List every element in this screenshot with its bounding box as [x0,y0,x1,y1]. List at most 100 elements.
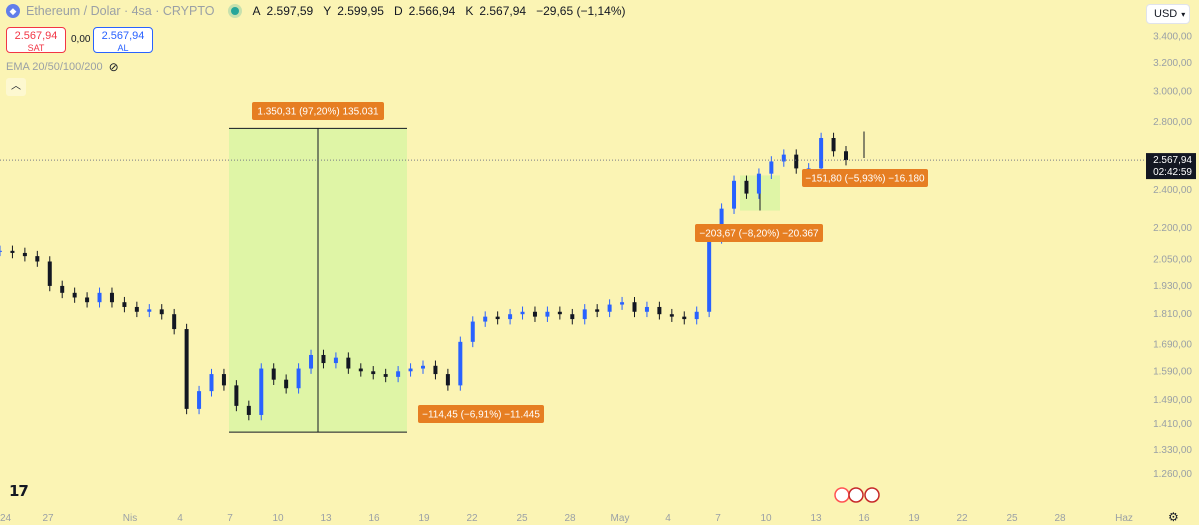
buy-button[interactable]: 2.567,94 AL [93,27,153,53]
live-dot-icon [230,7,239,15]
candle-body [321,354,326,364]
candle-body [35,256,40,262]
ohlc-open-value: 2.597,59 [266,4,314,18]
candle-body [284,379,289,389]
measure-label-box[interactable] [695,224,823,242]
candle-body [607,304,612,312]
candle-body [10,250,15,253]
x-tick-label: 28 [564,513,576,524]
x-tick-label: 22 [466,513,478,524]
x-tick-label: May [611,513,630,524]
indicator-legend[interactable]: EMA 20/50/100/200 ⊘ [6,60,119,74]
x-tick-label: 16 [368,513,380,524]
y-tick-label: 2.400,00 [1153,185,1192,196]
candle-body [756,173,761,194]
candle-body [209,374,214,392]
x-tick-label: 22 [956,513,968,524]
candle-body [806,168,811,170]
ohlc-high-value: 2.599,95 [337,4,384,18]
y-tick-label: 1.930,00 [1153,281,1192,292]
current-price-tag [1146,153,1196,180]
x-tick-label: Haz [1115,513,1133,524]
sell-label: SAT [27,43,45,53]
candle-body [657,306,662,315]
candle-body [22,252,27,257]
measure-label-box[interactable] [252,102,384,120]
candle-body [632,302,637,312]
candle-body [769,161,774,174]
sell-button[interactable]: 2.567,94 SAT [6,27,66,53]
candle-body [781,154,786,162]
candle-body [495,316,500,320]
currency-select[interactable]: USD ▾ [1146,4,1190,24]
y-tick-label: 1.810,00 [1153,309,1192,320]
y-tick-label: 1.490,00 [1153,395,1192,406]
price-change: −29,65 (−1,14%) [536,4,626,18]
x-tick-label: 4 [177,513,183,524]
candle-body [122,302,127,307]
symbol-title[interactable]: Ethereum / Dolar · 4sa · CRYPTO [26,4,215,18]
candle-body [72,292,77,298]
candle-body [421,365,425,369]
ohlc-low-value: 2.566,94 [408,4,456,18]
us-flag-icon[interactable] [864,487,880,503]
candle-body [134,306,139,312]
current-price-value: 2.567,94 [1153,155,1192,166]
candle-body [719,208,724,239]
x-tick-label: 25 [1006,513,1018,524]
candle-body [309,354,314,369]
y-tick-label: 1.410,00 [1153,419,1192,430]
lightning-icon[interactable] [834,487,850,503]
candle-body [408,368,413,372]
candle-body [831,137,836,152]
us-flag-icon[interactable] [848,487,864,503]
candle-body [0,250,2,252]
buy-label: AL [117,43,129,53]
x-tick-label: 10 [760,513,772,524]
candle-countdown: 02:42:59 [1153,167,1192,178]
candle-body [234,385,239,406]
x-tick-label: 13 [320,513,332,524]
candle-body [458,341,463,386]
eye-slash-icon[interactable]: ⊘ [108,60,119,74]
x-tick-label: 7 [715,513,721,524]
buy-price: 2.567,94 [101,30,145,42]
currency-label: USD [1154,8,1178,20]
x-tick-label: 28 [1054,513,1066,524]
ohlc-high-label: Y [323,4,332,18]
candle-body [620,302,625,305]
chevron-down-icon: ▾ [1181,10,1186,19]
x-tick-label: 19 [418,513,430,524]
y-tick-label: 2.050,00 [1153,254,1192,265]
candle-body [271,368,276,380]
measure-label-box[interactable] [802,169,928,187]
candle-body [520,311,525,315]
candle-body [383,374,388,377]
candle-body [557,311,562,315]
y-tick-label: 1.690,00 [1153,339,1192,350]
candle-body [221,374,226,386]
sell-price: 2.567,94 [14,30,58,42]
x-tick-label: 10 [272,513,284,524]
y-tick-label: 1.590,00 [1153,366,1192,377]
candle-body [732,180,737,209]
candle-body [346,357,351,369]
x-tick-label: 13 [810,513,822,524]
candle-body [445,374,450,386]
candle-body [595,309,600,312]
candle-body [707,238,712,312]
x-tick-label: 27 [42,513,54,524]
candle-body [844,151,848,161]
candle-body [47,261,52,286]
chart-header: ◆ Ethereum / Dolar · 4sa · CRYPTO A 2.597… [6,4,626,18]
candle-body [60,285,65,293]
settings-icon[interactable]: ⚙ [1168,510,1179,524]
chevron-up-icon[interactable]: ︿ [6,78,26,96]
tradingview-logo-icon[interactable]: 17 [9,482,29,500]
candle-body [159,309,164,315]
measure-label-box[interactable] [418,405,544,423]
candle-body [819,137,824,169]
x-tick-label: 7 [227,513,233,524]
candle-body [570,314,575,320]
